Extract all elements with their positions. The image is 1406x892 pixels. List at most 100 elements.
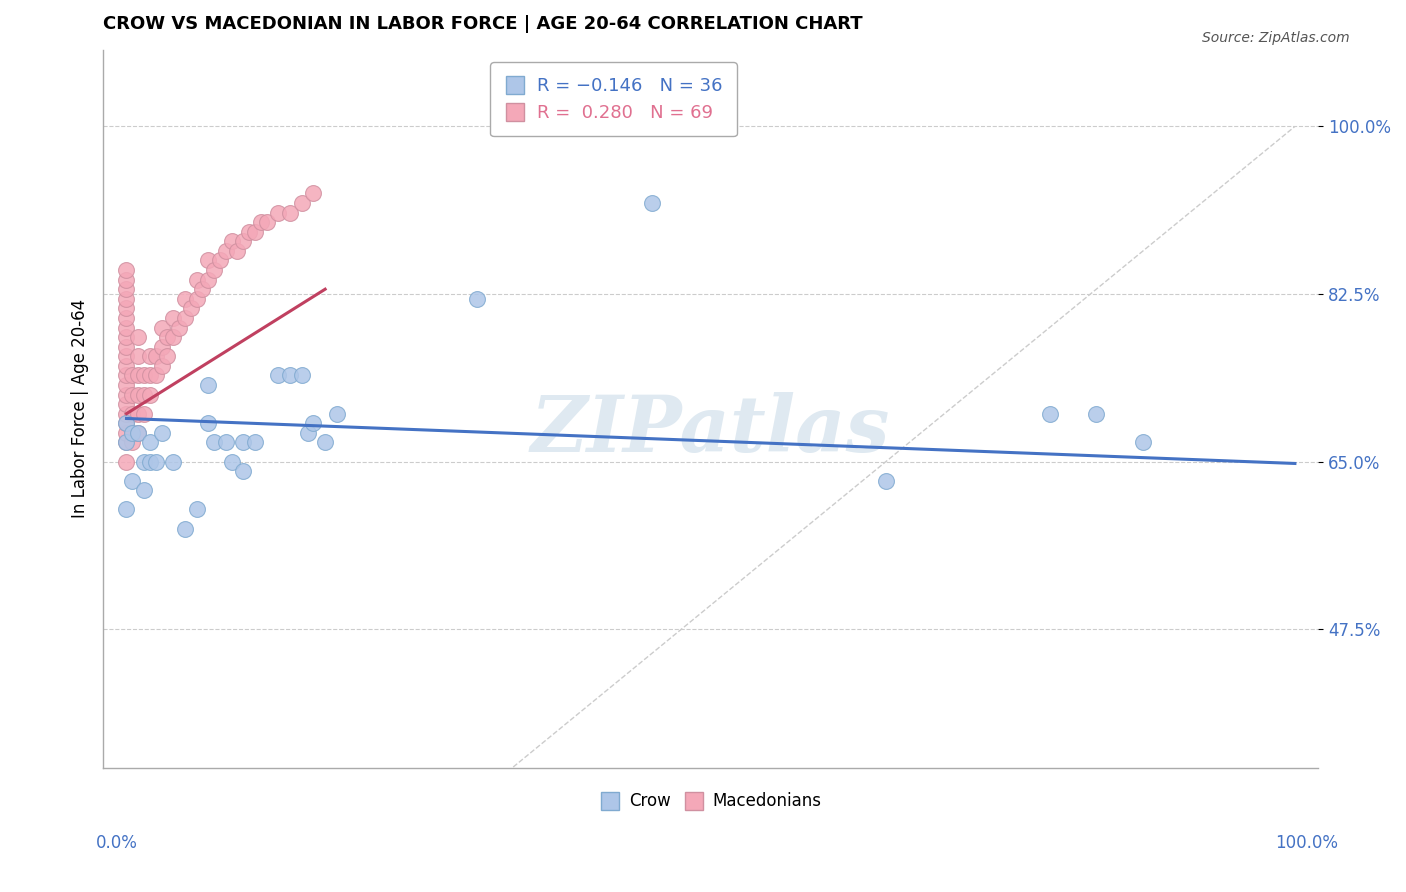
Point (1085, 407, 1108, 421)
Point (115, 407, 138, 421)
Point (132, 407, 155, 421)
Point (139, 349, 162, 363)
Point (174, 292, 197, 306)
Point (180, 301, 202, 316)
Point (139, 454, 162, 468)
Point (127, 407, 149, 421)
Point (1132, 435, 1154, 450)
Point (121, 368, 143, 383)
Point (127, 425, 149, 440)
Point (139, 435, 162, 450)
Point (256, 215, 278, 229)
Point (121, 387, 143, 401)
Point (156, 349, 179, 363)
Point (115, 292, 138, 306)
Point (132, 368, 155, 383)
Point (191, 282, 214, 296)
Point (121, 425, 143, 440)
Point (162, 454, 184, 468)
Point (186, 502, 208, 516)
Point (302, 186, 325, 201)
Point (197, 416, 219, 430)
Point (150, 340, 173, 354)
Point (202, 263, 225, 277)
Point (115, 359, 138, 373)
Point (314, 435, 336, 450)
Point (145, 454, 167, 468)
Point (115, 340, 138, 354)
Point (115, 272, 138, 286)
Point (226, 244, 249, 258)
Point (115, 330, 138, 344)
Point (156, 330, 179, 344)
Point (115, 502, 138, 516)
Point (221, 454, 243, 468)
Point (121, 407, 143, 421)
Text: 0.0%: 0.0% (96, 834, 138, 852)
Point (127, 349, 149, 363)
Text: CROW VS MACEDONIAN IN LABOR FORCE | AGE 20-64 CORRELATION CHART: CROW VS MACEDONIAN IN LABOR FORCE | AGE … (103, 15, 863, 33)
Point (115, 349, 138, 363)
Text: Source: ZipAtlas.com: Source: ZipAtlas.com (1202, 31, 1350, 45)
Point (127, 425, 149, 440)
Point (243, 225, 266, 239)
Y-axis label: In Labor Force | Age 20-64: In Labor Force | Age 20-64 (72, 300, 89, 518)
Point (278, 368, 301, 383)
Point (232, 435, 254, 450)
Point (115, 310, 138, 325)
Point (221, 235, 243, 249)
Point (186, 292, 208, 306)
Point (132, 483, 155, 498)
Point (197, 272, 219, 286)
Point (150, 425, 173, 440)
Point (115, 435, 138, 450)
Legend: Crow, Macedonians: Crow, Macedonians (593, 786, 828, 817)
Point (465, 292, 488, 306)
Point (121, 474, 143, 488)
Point (115, 301, 138, 316)
Point (132, 454, 155, 468)
Point (139, 387, 162, 401)
Point (115, 282, 138, 296)
Point (186, 272, 208, 286)
Point (115, 320, 138, 334)
Point (267, 368, 290, 383)
Point (174, 522, 197, 536)
Point (215, 435, 238, 450)
Point (162, 310, 184, 325)
Point (115, 425, 138, 440)
Text: ZIPatlas: ZIPatlas (531, 392, 890, 468)
Point (127, 330, 149, 344)
Point (150, 359, 173, 373)
Point (174, 310, 197, 325)
Point (127, 368, 149, 383)
Point (115, 435, 138, 450)
Point (302, 416, 325, 430)
Point (1038, 407, 1060, 421)
Point (167, 320, 190, 334)
Point (132, 387, 155, 401)
Point (121, 435, 143, 450)
Point (243, 435, 266, 450)
Point (197, 378, 219, 392)
Point (238, 225, 260, 239)
Point (115, 263, 138, 277)
Point (115, 416, 138, 430)
Point (291, 368, 314, 383)
Point (115, 387, 138, 401)
Point (115, 368, 138, 383)
Point (150, 320, 173, 334)
Point (197, 253, 219, 268)
Point (232, 464, 254, 478)
Point (115, 416, 138, 430)
Point (115, 454, 138, 468)
Point (250, 215, 273, 229)
Point (326, 407, 349, 421)
Point (215, 244, 238, 258)
Point (875, 474, 897, 488)
Point (139, 368, 162, 383)
Point (145, 349, 167, 363)
Point (278, 205, 301, 219)
Point (121, 425, 143, 440)
Point (267, 205, 290, 219)
